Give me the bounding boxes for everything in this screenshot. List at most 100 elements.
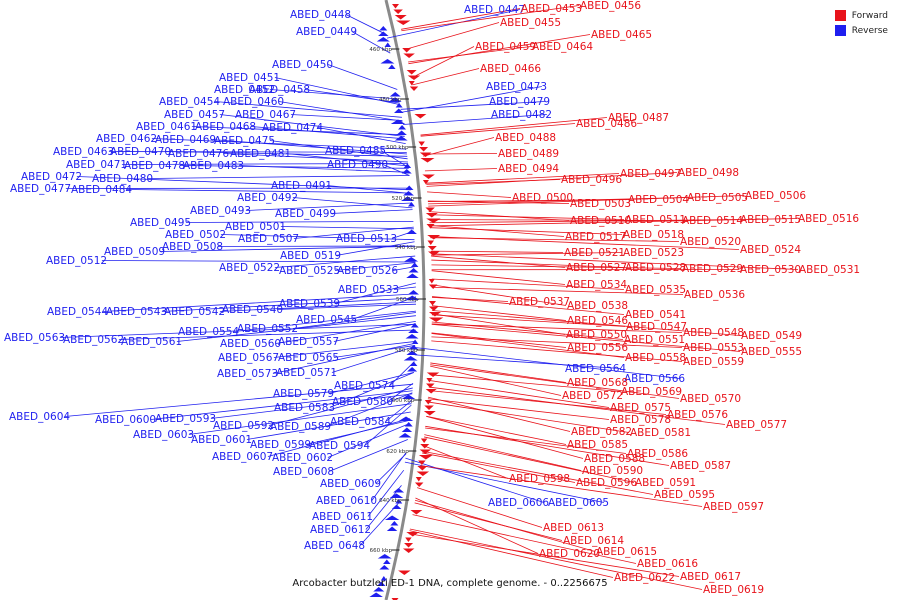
forward-gene-arrow[interactable] — [402, 48, 412, 53]
reverse-gene-label[interactable]: ABED_0451 — [219, 72, 280, 84]
reverse-gene-arrow[interactable] — [405, 334, 419, 339]
forward-gene-label[interactable]: ABED_0616 — [637, 558, 698, 570]
forward-gene-label[interactable]: ABED_0595 — [654, 489, 715, 501]
reverse-gene-arrow[interactable] — [404, 185, 414, 191]
forward-gene-label[interactable]: ABED_0503 — [570, 198, 631, 210]
forward-gene-arrow[interactable] — [428, 251, 440, 257]
reverse-gene-label[interactable]: ABED_0560 — [220, 338, 281, 350]
forward-gene-arrow[interactable] — [417, 466, 428, 471]
reverse-gene-label[interactable]: ABED_0450 — [272, 59, 333, 71]
reverse-gene-label[interactable]: ABED_0461 — [136, 121, 197, 133]
forward-gene-label[interactable]: ABED_0520 — [680, 236, 741, 248]
forward-gene-label[interactable]: ABED_0548 — [683, 327, 744, 339]
reverse-gene-arrow[interactable] — [390, 521, 399, 526]
reverse-gene-label[interactable]: ABED_0563 — [4, 332, 65, 344]
reverse-gene-label[interactable]: ABED_0542 — [164, 306, 225, 318]
forward-gene-label[interactable]: ABED_0619 — [703, 584, 764, 596]
forward-gene-arrow[interactable] — [428, 279, 435, 284]
forward-gene-label[interactable]: ABED_0590 — [582, 465, 643, 477]
reverse-gene-arrow[interactable] — [409, 361, 418, 367]
forward-gene-label[interactable]: ABED_0578 — [610, 414, 671, 426]
reverse-gene-label[interactable]: ABED_0557 — [278, 336, 339, 348]
reverse-gene-label[interactable]: ABED_0468 — [195, 121, 256, 133]
reverse-gene-label[interactable]: ABED_0552 — [237, 323, 298, 335]
reverse-gene-arrow[interactable] — [388, 97, 402, 103]
forward-gene-label[interactable]: ABED_0518 — [623, 229, 684, 241]
forward-gene-label[interactable]: ABED_0541 — [625, 309, 686, 321]
forward-gene-arrow[interactable] — [402, 548, 415, 554]
reverse-gene-arrow[interactable] — [406, 273, 419, 279]
reverse-gene-label[interactable]: ABED_0593 — [155, 413, 216, 425]
reverse-gene-label[interactable]: ABED_0491 — [271, 180, 332, 192]
reverse-gene-label[interactable]: ABED_0539 — [279, 298, 340, 310]
forward-gene-arrow[interactable] — [414, 114, 427, 119]
forward-gene-label[interactable]: ABED_0620 — [539, 548, 600, 560]
forward-gene-label[interactable]: ABED_0456 — [580, 0, 641, 12]
reverse-gene-label[interactable]: ABED_0472 — [21, 171, 82, 183]
reverse-gene-label[interactable]: ABED_0605 — [548, 497, 609, 509]
reverse-gene-arrow[interactable] — [394, 136, 408, 141]
forward-gene-arrow[interactable] — [419, 449, 432, 455]
reverse-gene-arrow[interactable] — [408, 268, 419, 273]
forward-gene-arrow[interactable] — [422, 174, 435, 180]
forward-gene-arrow[interactable] — [398, 570, 411, 576]
reverse-gene-label[interactable]: ABED_0509 — [104, 246, 165, 258]
forward-gene-arrow[interactable] — [428, 306, 439, 312]
reverse-gene-label[interactable]: ABED_0463 — [53, 146, 114, 158]
reverse-gene-label[interactable]: ABED_0608 — [273, 466, 334, 478]
reverse-gene-label[interactable]: ABED_0502 — [165, 229, 226, 241]
reverse-gene-label[interactable]: ABED_0447 — [464, 4, 525, 16]
forward-gene-arrow[interactable] — [428, 312, 441, 317]
forward-gene-label[interactable]: ABED_0498 — [678, 167, 739, 179]
forward-gene-label[interactable]: ABED_0614 — [563, 535, 624, 547]
forward-gene-arrow[interactable] — [427, 235, 441, 240]
forward-gene-arrow[interactable] — [393, 9, 403, 15]
reverse-gene-label[interactable]: ABED_0554 — [178, 326, 239, 338]
forward-gene-arrow[interactable] — [425, 389, 437, 394]
reverse-gene-arrow[interactable] — [402, 191, 414, 196]
reverse-gene-arrow[interactable] — [409, 345, 419, 350]
reverse-gene-arrow[interactable] — [380, 576, 387, 581]
forward-gene-label[interactable]: ABED_0550 — [566, 329, 627, 341]
reverse-gene-arrow[interactable] — [389, 92, 401, 97]
reverse-gene-label[interactable]: ABED_0565 — [278, 352, 339, 364]
forward-gene-label[interactable]: ABED_0569 — [621, 386, 682, 398]
forward-gene-label[interactable]: ABED_0497 — [620, 168, 681, 180]
forward-gene-arrow[interactable] — [392, 4, 400, 9]
reverse-gene-label[interactable]: ABED_0607 — [212, 451, 273, 463]
forward-gene-arrow[interactable] — [409, 86, 419, 92]
reverse-gene-label[interactable]: ABED_0478 — [124, 160, 185, 172]
reverse-gene-label[interactable]: ABED_0604 — [9, 411, 70, 423]
reverse-gene-arrow[interactable] — [395, 103, 403, 108]
forward-gene-arrow[interactable] — [418, 460, 426, 466]
reverse-gene-arrow[interactable] — [400, 196, 415, 202]
forward-gene-arrow[interactable] — [427, 240, 435, 246]
reverse-gene-arrow[interactable] — [398, 125, 407, 130]
forward-gene-label[interactable]: ABED_0488 — [495, 132, 556, 144]
forward-gene-label[interactable]: ABED_0496 — [561, 174, 622, 186]
forward-gene-arrow[interactable] — [406, 70, 417, 75]
forward-gene-label[interactable]: ABED_0535 — [625, 284, 686, 296]
reverse-gene-label[interactable]: ABED_0480 — [92, 173, 153, 185]
reverse-gene-arrow[interactable] — [395, 499, 403, 504]
forward-gene-label[interactable]: ABED_0575 — [610, 402, 671, 414]
reverse-gene-label[interactable]: ABED_0609 — [320, 478, 381, 490]
reverse-gene-label[interactable]: ABED_0580 — [332, 396, 393, 408]
forward-gene-arrow[interactable] — [414, 482, 424, 488]
reverse-gene-arrow[interactable] — [369, 592, 383, 598]
reverse-gene-label[interactable]: ABED_0490 — [327, 159, 388, 171]
forward-gene-label[interactable]: ABED_0586 — [627, 448, 688, 460]
forward-gene-label[interactable]: ABED_0546 — [567, 315, 628, 327]
reverse-gene-arrow[interactable] — [377, 581, 386, 587]
forward-gene-label[interactable]: ABED_0506 — [745, 190, 806, 202]
reverse-gene-label[interactable]: ABED_0574 — [334, 380, 395, 392]
forward-gene-label[interactable]: ABED_0459 — [475, 41, 536, 53]
reverse-gene-arrow[interactable] — [405, 295, 419, 301]
forward-gene-label[interactable]: ABED_0572 — [562, 390, 623, 402]
forward-gene-label[interactable]: ABED_0588 — [584, 453, 645, 465]
forward-gene-label[interactable]: ABED_0521 — [564, 247, 625, 259]
reverse-gene-arrow[interactable] — [398, 433, 412, 438]
forward-gene-label[interactable]: ABED_0455 — [500, 17, 561, 29]
forward-gene-label[interactable]: ABED_0597 — [703, 501, 764, 513]
forward-gene-arrow[interactable] — [420, 158, 435, 163]
